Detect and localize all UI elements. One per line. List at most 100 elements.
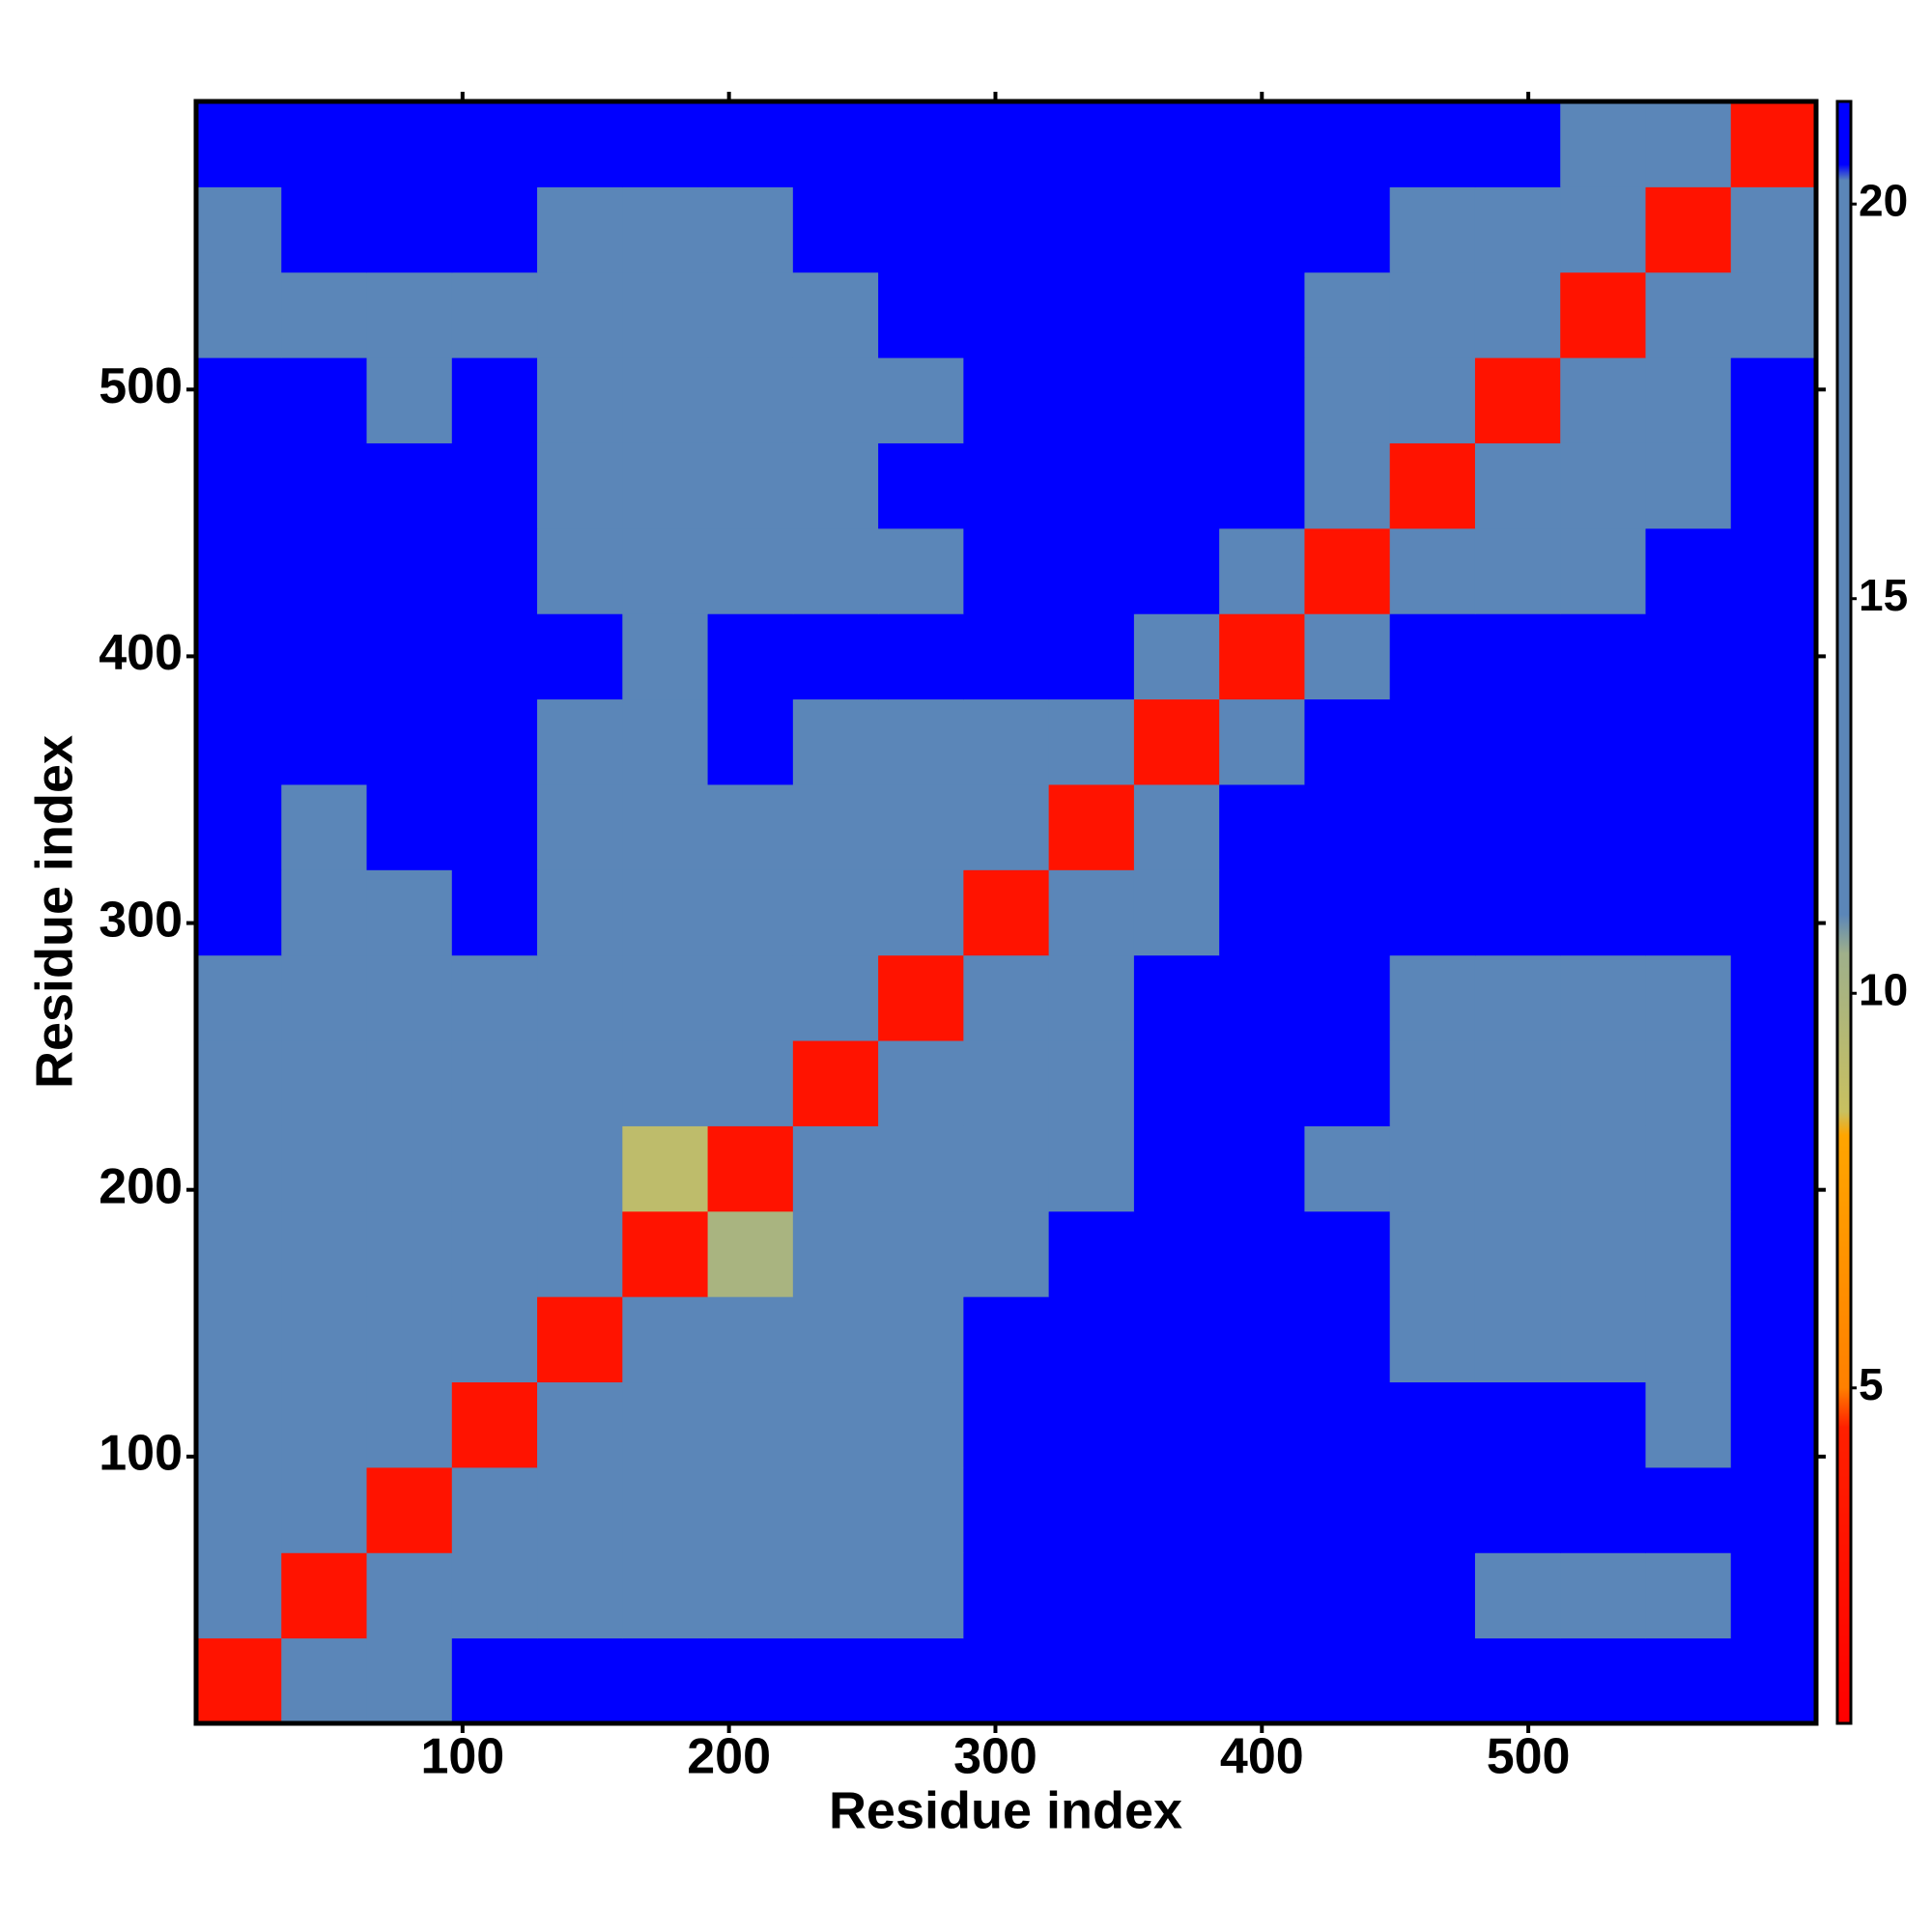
heatmap-cell bbox=[451, 1125, 538, 1212]
heatmap-cell bbox=[196, 783, 282, 870]
heatmap-cell bbox=[366, 101, 453, 187]
heatmap-cell bbox=[451, 1466, 538, 1553]
heatmap-cell bbox=[1048, 1466, 1135, 1553]
heatmap-cell bbox=[792, 698, 879, 785]
y-axis-title: Residue index bbox=[25, 735, 83, 1089]
heatmap-cell bbox=[963, 101, 1050, 187]
heatmap-cell bbox=[622, 271, 709, 358]
heatmap-cell bbox=[1048, 1552, 1135, 1639]
heatmap-cell bbox=[963, 527, 1050, 614]
heatmap-cell bbox=[878, 1466, 964, 1553]
heatmap-cell bbox=[1389, 1381, 1476, 1468]
heatmap-cell bbox=[1474, 1466, 1561, 1553]
heatmap-cell bbox=[1730, 1125, 1817, 1212]
heatmap-cell bbox=[1474, 186, 1561, 273]
heatmap-cell bbox=[196, 954, 282, 1041]
heatmap-cell bbox=[707, 613, 794, 700]
heatmap-cell bbox=[1645, 1040, 1732, 1126]
heatmap-cell bbox=[1219, 1210, 1305, 1297]
heatmap-cell bbox=[1730, 613, 1817, 700]
x-tick-label: 200 bbox=[687, 1729, 771, 1785]
heatmap-cell bbox=[1133, 1040, 1220, 1126]
heatmap-cell bbox=[1219, 1125, 1305, 1212]
heatmap-cell bbox=[1645, 869, 1732, 956]
heatmap-cell bbox=[1474, 869, 1561, 956]
heatmap-cell bbox=[707, 869, 794, 956]
heatmap-cell bbox=[1219, 186, 1305, 273]
heatmap-cell bbox=[1730, 1040, 1817, 1126]
heatmap-cell bbox=[537, 613, 623, 700]
heatmap-cell bbox=[1560, 357, 1646, 443]
heatmap-cell bbox=[1560, 527, 1646, 614]
heatmap-cell bbox=[1304, 527, 1391, 614]
heatmap-cell bbox=[707, 186, 794, 273]
heatmap-cell bbox=[281, 1296, 368, 1383]
heatmap-cell bbox=[1645, 1381, 1732, 1468]
heatmap-cell bbox=[451, 1381, 538, 1468]
heatmap-cell bbox=[963, 186, 1050, 273]
heatmap-cell bbox=[1730, 357, 1817, 443]
heatmap-cell bbox=[1389, 527, 1476, 614]
heatmap-cell bbox=[196, 613, 282, 700]
heatmap-cell bbox=[537, 1552, 623, 1639]
heatmap-cell bbox=[1474, 1637, 1561, 1724]
heatmap-cell bbox=[1474, 442, 1561, 529]
heatmap-cell bbox=[1304, 698, 1391, 785]
heatmap-cell bbox=[196, 1040, 282, 1126]
heatmap-cell bbox=[196, 101, 282, 187]
heatmap-cell bbox=[1560, 1466, 1646, 1553]
heatmap-cell bbox=[1048, 869, 1135, 956]
heatmap-cell bbox=[707, 1637, 794, 1724]
heatmap-cell bbox=[196, 442, 282, 529]
heatmap-cell bbox=[1389, 357, 1476, 443]
heatmap-cell bbox=[1560, 442, 1646, 529]
heatmap-cell bbox=[1560, 1040, 1646, 1126]
heatmap-cell bbox=[1645, 1125, 1732, 1212]
heatmap-cell bbox=[1304, 954, 1391, 1041]
heatmap-cell bbox=[1304, 1040, 1391, 1126]
heatmap-cell bbox=[878, 869, 964, 956]
heatmap-cell bbox=[1645, 1296, 1732, 1383]
heatmap-cell bbox=[792, 1637, 879, 1724]
heatmap-cell bbox=[451, 271, 538, 358]
heatmap-cell bbox=[1133, 1296, 1220, 1383]
heatmap-cell bbox=[451, 442, 538, 529]
heatmap-cell bbox=[878, 1637, 964, 1724]
heatmap-cell bbox=[1048, 357, 1135, 443]
heatmap-cell bbox=[1389, 1552, 1476, 1639]
heatmap-cell bbox=[1474, 698, 1561, 785]
heatmap-cell bbox=[878, 698, 964, 785]
heatmap-cell bbox=[1219, 954, 1305, 1041]
heatmap-cell bbox=[1474, 1040, 1561, 1126]
heatmap-cell bbox=[196, 527, 282, 614]
heatmap-cell bbox=[878, 442, 964, 529]
heatmap-cell bbox=[281, 1210, 368, 1297]
heatmap-cell bbox=[1048, 442, 1135, 529]
heatmap-cell bbox=[281, 698, 368, 785]
x-axis-title: Residue index bbox=[829, 1781, 1182, 1839]
heatmap-cell bbox=[792, 1040, 879, 1126]
heatmap-cell bbox=[792, 1210, 879, 1297]
heatmap-cell bbox=[878, 1552, 964, 1639]
heatmap-cell bbox=[878, 783, 964, 870]
heatmap-cell bbox=[1304, 271, 1391, 358]
heatmap-cell bbox=[196, 1381, 282, 1468]
heatmap-cell bbox=[366, 1125, 453, 1212]
heatmap-cell bbox=[622, 1040, 709, 1126]
heatmap-cell bbox=[1048, 1125, 1135, 1212]
heatmap-cell bbox=[963, 442, 1050, 529]
heatmap-cell bbox=[1560, 954, 1646, 1041]
heatmap-cell bbox=[281, 101, 368, 187]
heatmap-cell bbox=[1048, 186, 1135, 273]
colorbar bbox=[1835, 99, 1853, 1725]
heatmap-cell bbox=[1304, 1210, 1391, 1297]
heatmap-cell bbox=[792, 954, 879, 1041]
heatmap-cell bbox=[281, 357, 368, 443]
heatmap-cell bbox=[196, 869, 282, 956]
heatmap-cell bbox=[1474, 271, 1561, 358]
heatmap-cell bbox=[1730, 698, 1817, 785]
heatmap-cell bbox=[366, 357, 453, 443]
heatmap-cell bbox=[878, 527, 964, 614]
plot-frame bbox=[193, 99, 1819, 1726]
heatmap-cell bbox=[1474, 954, 1561, 1041]
